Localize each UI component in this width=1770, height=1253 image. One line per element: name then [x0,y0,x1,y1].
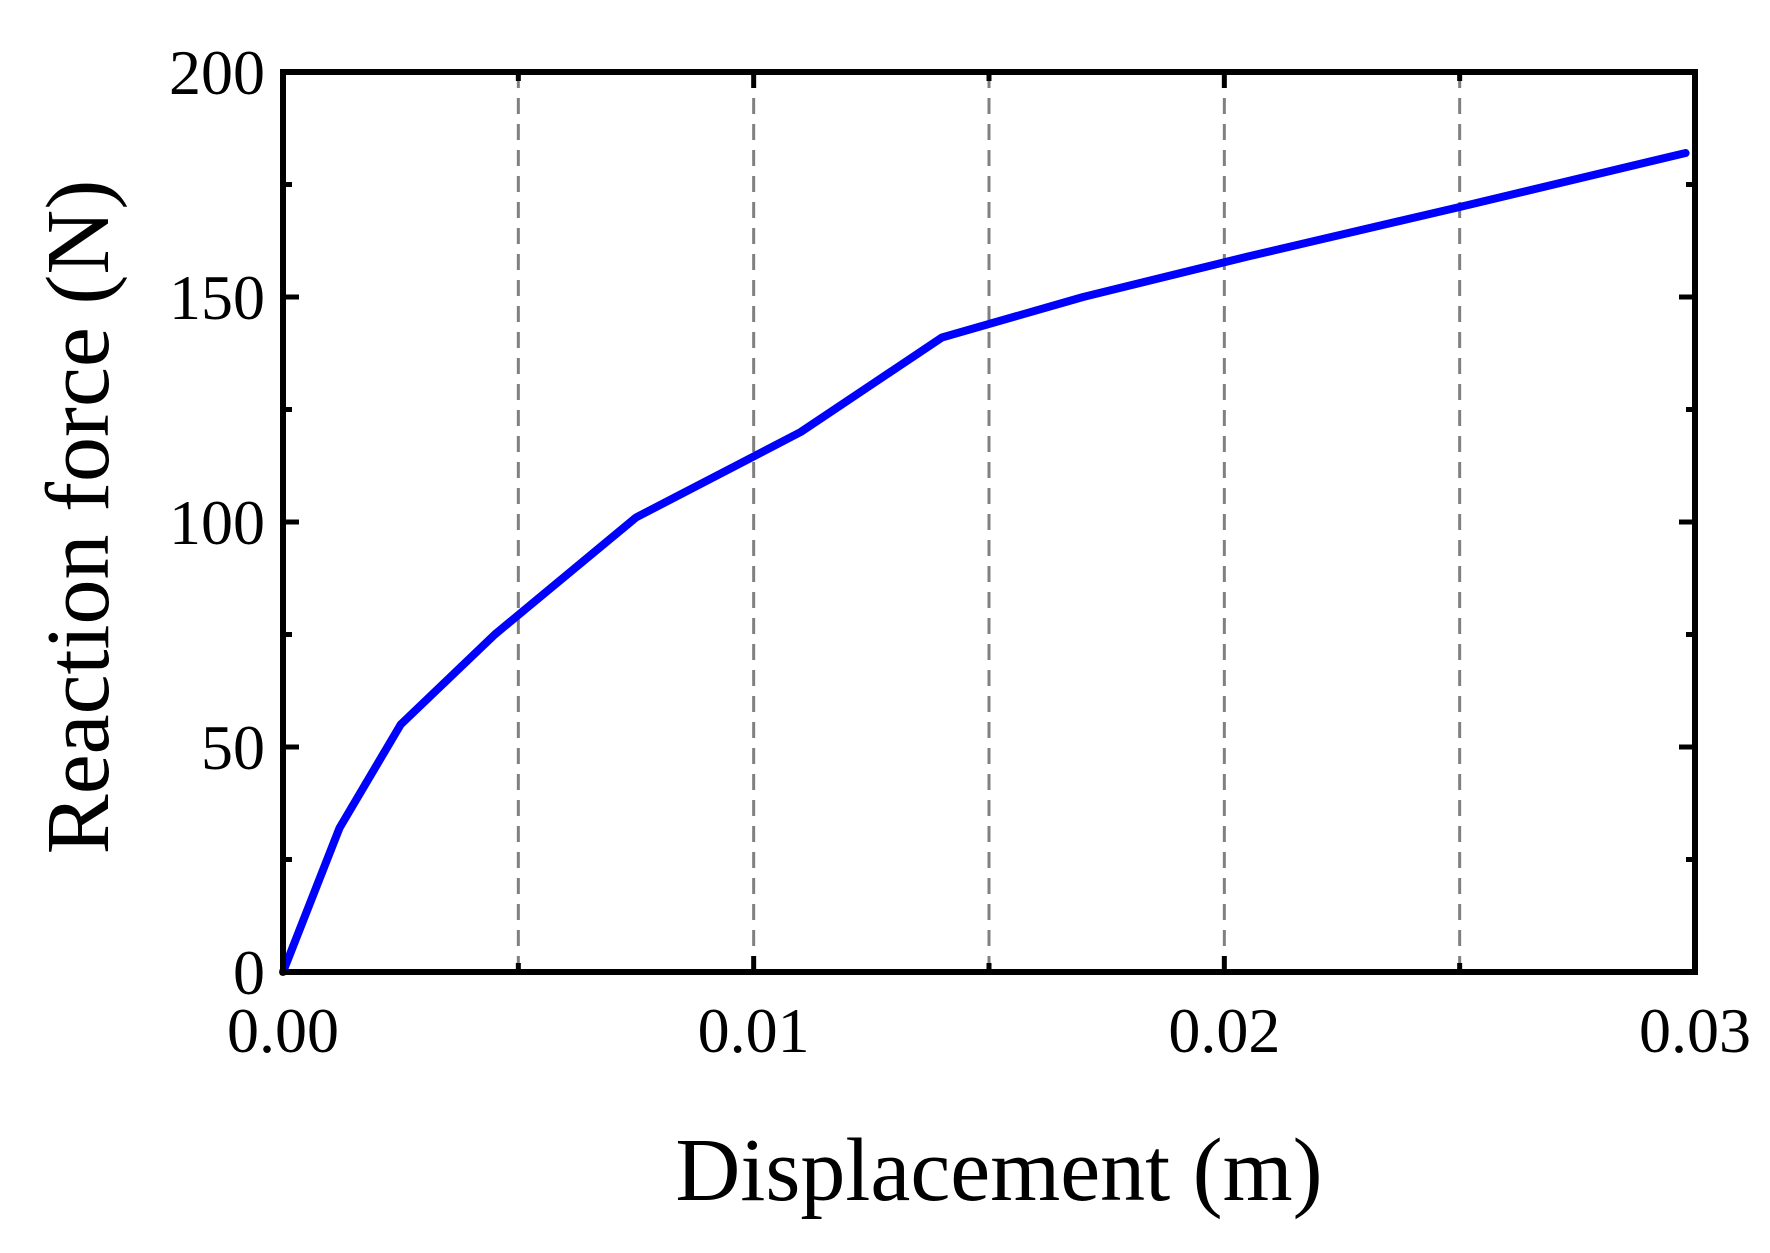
x-tick-label-3: 0.03 [1639,995,1751,1066]
gridlines [516,72,1462,972]
tick-marks [280,69,1698,975]
y-tick-label-0: 0 [233,937,265,1008]
x-tick-label-1: 0.01 [698,995,810,1066]
x-tick-label-0: 0.00 [227,995,339,1066]
y-tick-label-2: 100 [169,487,265,558]
series-layer [279,149,1690,976]
y-tick-label-1: 50 [201,712,265,783]
series-line-0 [279,149,1690,976]
x-tick-labels: 0.00 0.01 0.02 0.03 [227,995,1751,1066]
y-tick-label-3: 150 [169,262,265,333]
x-axis-title: Displacement (m) [675,1121,1322,1220]
y-axis-title: Reaction force (N) [29,180,128,855]
x-tick-label-2: 0.02 [1168,995,1280,1066]
y-tick-labels: 0 50 100 150 200 [169,37,265,1008]
y-tick-label-4: 200 [169,37,265,108]
